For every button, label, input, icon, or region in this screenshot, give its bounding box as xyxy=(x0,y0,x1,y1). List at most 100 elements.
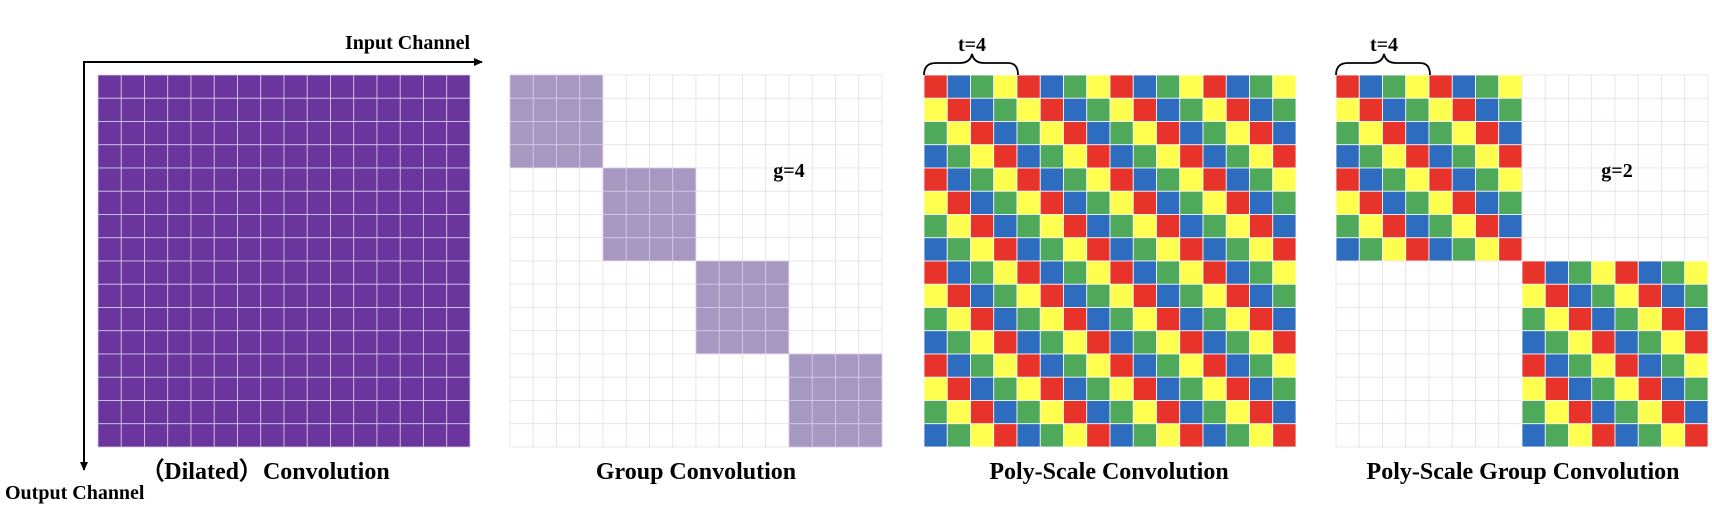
weight-cell-active xyxy=(1063,214,1088,239)
weight-cell-active xyxy=(672,167,697,192)
weight-cell-empty xyxy=(1568,214,1593,239)
weight-cell-active xyxy=(993,74,1018,99)
weight-cell-active xyxy=(970,283,995,308)
weight-cell-active xyxy=(835,423,860,448)
weight-cell-active xyxy=(625,237,650,262)
weight-cell-active xyxy=(1156,376,1181,401)
weight-cell-active xyxy=(1086,214,1111,239)
weight-cell-active xyxy=(1475,97,1500,122)
weight-cell-active xyxy=(993,330,1018,355)
weight-cell-active xyxy=(556,121,581,146)
weight-cell-active xyxy=(376,167,401,192)
t-label: t=4 xyxy=(1370,34,1398,56)
weight-cell-active xyxy=(993,283,1018,308)
weight-cell-active xyxy=(1225,237,1250,262)
weight-cell-active xyxy=(167,260,192,285)
weight-cell-active xyxy=(144,214,169,239)
weight-cell-active xyxy=(330,97,355,122)
weight-cell-active xyxy=(237,144,262,169)
t-brace xyxy=(923,53,1019,76)
weight-cell-active xyxy=(167,376,192,401)
weight-cell-active xyxy=(1063,190,1088,215)
weight-cell-active xyxy=(1428,97,1453,122)
weight-cell-active xyxy=(1156,307,1181,332)
weight-cell-active xyxy=(260,260,285,285)
weight-cell-active xyxy=(376,237,401,262)
weight-cell-active xyxy=(946,237,971,262)
weight-cell-active xyxy=(1249,167,1274,192)
weight-cell-empty xyxy=(1684,121,1709,146)
weight-cell-empty xyxy=(625,423,650,448)
weight-cell-active xyxy=(946,190,971,215)
weight-cell-empty xyxy=(509,307,534,332)
weight-cell-active xyxy=(1428,190,1453,215)
weight-cell-active xyxy=(1249,237,1274,262)
weight-cell-active xyxy=(1661,260,1686,285)
weight-cell-empty xyxy=(1358,423,1383,448)
weight-cell-active xyxy=(1272,330,1297,355)
weight-cell-empty xyxy=(532,283,557,308)
weight-cell-active xyxy=(1249,423,1274,448)
weight-cell-active xyxy=(1109,74,1134,99)
weight-cell-active xyxy=(1225,423,1250,448)
weight-cell-active xyxy=(330,214,355,239)
weight-cell-active xyxy=(190,260,215,285)
weight-cell-active xyxy=(353,237,378,262)
weight-cell-active xyxy=(970,167,995,192)
weight-cell-active xyxy=(970,260,995,285)
caption-group-convolution: Group Convolution xyxy=(596,459,796,485)
weight-cell-empty xyxy=(532,376,557,401)
weight-cell-empty xyxy=(1684,144,1709,169)
weight-cell-active xyxy=(1202,260,1227,285)
weight-cell-active xyxy=(1405,214,1430,239)
weight-cell-active xyxy=(742,283,767,308)
weight-cell-active xyxy=(237,190,262,215)
weight-cell-active xyxy=(923,74,948,99)
weight-cell-empty xyxy=(1382,376,1407,401)
weight-cell-active xyxy=(167,121,192,146)
weight-cell-active xyxy=(1156,190,1181,215)
weight-cell-active xyxy=(1086,121,1111,146)
weight-cell-active xyxy=(1202,97,1227,122)
weight-cell-empty xyxy=(858,97,883,122)
weight-cell-active xyxy=(1272,423,1297,448)
weight-cell-active xyxy=(993,400,1018,425)
weight-cell-active xyxy=(1063,353,1088,378)
weight-cell-active xyxy=(1179,121,1204,146)
weight-cell-active xyxy=(1086,74,1111,99)
weight-cell-active xyxy=(858,376,883,401)
weight-cell-empty xyxy=(1568,190,1593,215)
weight-cell-active xyxy=(167,283,192,308)
weight-cell-active xyxy=(1335,74,1360,99)
weight-cell-active xyxy=(167,97,192,122)
weight-cell-active xyxy=(1521,283,1546,308)
weight-cell-active xyxy=(1358,97,1383,122)
weight-cell-empty xyxy=(672,97,697,122)
weight-cell-active xyxy=(923,400,948,425)
weight-cell-active xyxy=(1179,97,1204,122)
weight-cell-active xyxy=(1684,423,1709,448)
weight-cell-active xyxy=(306,376,331,401)
weight-cell-empty xyxy=(835,283,860,308)
weight-cell-active xyxy=(1156,400,1181,425)
weight-cell-empty xyxy=(695,167,720,192)
weight-cell-empty xyxy=(788,283,813,308)
weight-cell-empty xyxy=(532,237,557,262)
weight-cell-active xyxy=(190,237,215,262)
weight-cell-active xyxy=(923,97,948,122)
weight-cell-empty xyxy=(1451,423,1476,448)
weight-cell-empty xyxy=(556,376,581,401)
weight-cell-empty xyxy=(811,190,836,215)
weight-cell-active xyxy=(695,330,720,355)
weight-cell-active xyxy=(423,400,448,425)
weight-cell-active xyxy=(993,214,1018,239)
weight-cell-empty xyxy=(695,400,720,425)
weight-cell-empty xyxy=(742,74,767,99)
weight-cell-active xyxy=(1684,400,1709,425)
weight-cell-active xyxy=(423,353,448,378)
weight-cell-empty xyxy=(835,97,860,122)
weight-cell-active xyxy=(1591,423,1616,448)
weight-cell-active xyxy=(1498,74,1523,99)
weight-cell-empty xyxy=(509,214,534,239)
weight-cell-active xyxy=(120,214,145,239)
